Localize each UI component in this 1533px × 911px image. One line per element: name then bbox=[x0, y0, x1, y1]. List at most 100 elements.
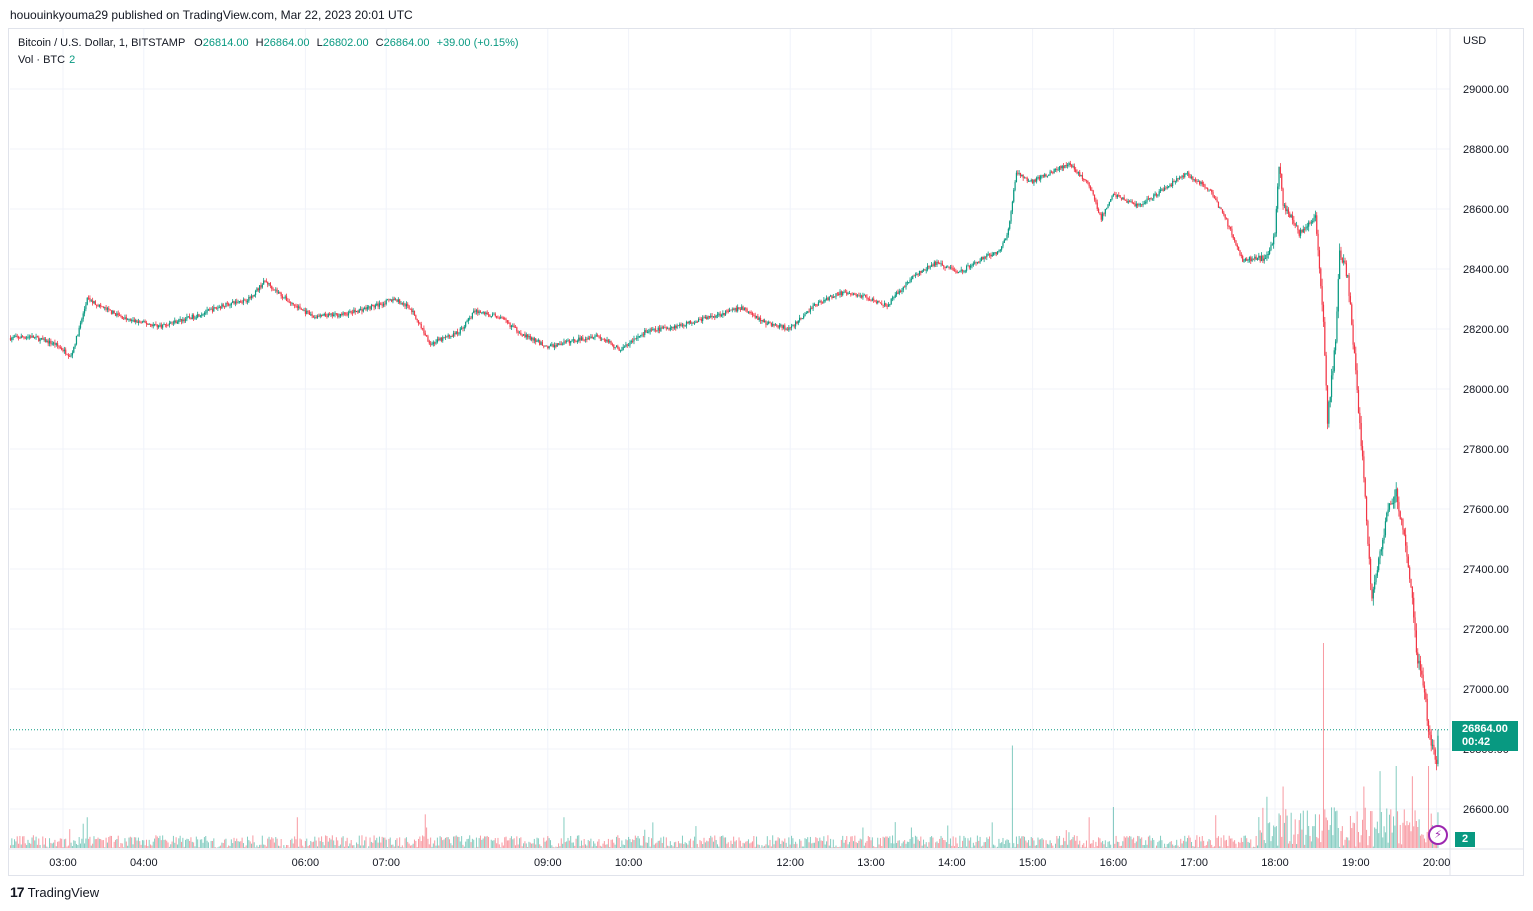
volume-bar bbox=[125, 841, 127, 848]
volume-bar bbox=[233, 837, 235, 848]
candle-body bbox=[1425, 692, 1427, 700]
candle-body bbox=[312, 316, 315, 318]
candle-body bbox=[174, 320, 176, 323]
volume-bar bbox=[620, 846, 622, 848]
volume-bar bbox=[1205, 845, 1207, 848]
volume-bar bbox=[427, 838, 429, 848]
volume-bar bbox=[86, 817, 88, 848]
volume-bar bbox=[567, 837, 569, 848]
volume-bar bbox=[479, 835, 481, 848]
volume-bar bbox=[321, 836, 323, 848]
candle-body bbox=[935, 261, 937, 266]
volume-bar bbox=[1406, 820, 1408, 848]
candle-body bbox=[698, 318, 700, 322]
candle-body bbox=[656, 330, 658, 332]
candle-body bbox=[898, 290, 900, 294]
volume-bar bbox=[878, 844, 880, 848]
volume-bar bbox=[1036, 845, 1038, 848]
candle-body bbox=[287, 300, 289, 302]
candle-body bbox=[1291, 215, 1294, 221]
x-tick-label: 04:00 bbox=[130, 857, 158, 869]
volume-bar bbox=[407, 841, 409, 848]
candle-body bbox=[1250, 257, 1252, 262]
volume-bar bbox=[1362, 819, 1364, 848]
candle-body bbox=[1099, 212, 1101, 215]
candle-body bbox=[1106, 208, 1108, 210]
volume-bar bbox=[1001, 842, 1003, 848]
volume-bar bbox=[877, 837, 879, 848]
volume-bar bbox=[1103, 844, 1105, 848]
candle-body bbox=[70, 355, 72, 357]
volume-bar bbox=[1199, 836, 1201, 848]
volume-bar bbox=[65, 838, 67, 848]
candle-body bbox=[413, 310, 416, 316]
volume-bar bbox=[549, 840, 551, 848]
candle-body bbox=[860, 295, 863, 298]
candle-body bbox=[190, 317, 192, 320]
volume-bar bbox=[796, 843, 798, 848]
volume-bar bbox=[1200, 841, 1202, 848]
candle-body bbox=[1180, 177, 1182, 179]
candle-body bbox=[58, 345, 60, 348]
volume-bar bbox=[63, 839, 65, 848]
candle-body bbox=[75, 335, 78, 345]
volume-bar bbox=[873, 846, 875, 848]
candle-body bbox=[778, 325, 781, 328]
volume-bar bbox=[396, 838, 398, 848]
volume-bar bbox=[430, 837, 432, 848]
candle-body bbox=[199, 315, 201, 317]
candle-body bbox=[295, 305, 297, 307]
volume-bar bbox=[331, 835, 333, 848]
volume-bar bbox=[350, 840, 352, 848]
volume-bar bbox=[438, 845, 440, 848]
volume-bar bbox=[482, 838, 484, 848]
volume-bar bbox=[883, 837, 885, 848]
candle-body bbox=[579, 337, 581, 341]
volume-bar bbox=[1421, 834, 1423, 848]
volume-bar bbox=[510, 836, 512, 848]
candle-body bbox=[260, 285, 262, 288]
volume-bar bbox=[1071, 839, 1073, 848]
lightning-icon[interactable]: ⚡ bbox=[1428, 825, 1448, 845]
candle-body bbox=[1229, 226, 1232, 229]
volume-bar bbox=[1248, 842, 1250, 848]
candle-body bbox=[838, 293, 840, 295]
volume-bar bbox=[1025, 840, 1027, 848]
volume-bar bbox=[578, 835, 580, 848]
volume-bar bbox=[1120, 845, 1122, 848]
candle-body bbox=[1302, 229, 1304, 233]
brand-name[interactable]: TradingView bbox=[27, 884, 100, 900]
candle-body bbox=[1413, 597, 1415, 618]
volume-bar bbox=[338, 845, 340, 848]
candle-body bbox=[996, 251, 999, 255]
volume-bar bbox=[576, 835, 578, 848]
volume-bar bbox=[769, 839, 771, 848]
candle-body bbox=[28, 336, 30, 338]
candle-body bbox=[337, 313, 339, 317]
candle-body bbox=[807, 311, 809, 314]
candle-body bbox=[123, 318, 125, 320]
candle-body bbox=[963, 271, 965, 273]
volume-bar bbox=[44, 838, 46, 848]
candle-body bbox=[665, 327, 667, 329]
volume-bar bbox=[703, 837, 705, 848]
volume-label[interactable]: Vol · BTC bbox=[18, 54, 66, 66]
candle-body bbox=[1357, 390, 1360, 413]
volume-bar bbox=[346, 837, 348, 848]
candle-body bbox=[314, 317, 316, 319]
candle-body bbox=[855, 294, 857, 296]
candle-body bbox=[294, 304, 296, 306]
candle-body bbox=[866, 296, 868, 299]
symbol-name[interactable]: Bitcoin / U.S. Dollar, 1, BITSTAMP bbox=[18, 37, 186, 49]
candle-body bbox=[1169, 184, 1171, 187]
volume-bar bbox=[579, 846, 581, 848]
volume-bar bbox=[684, 842, 686, 848]
volume-bar bbox=[70, 842, 72, 848]
volume-bar bbox=[164, 839, 166, 848]
volume-bar bbox=[1211, 844, 1213, 848]
candle-body bbox=[800, 317, 802, 319]
candle-body bbox=[1429, 731, 1431, 735]
candle-body bbox=[794, 321, 797, 327]
tradingview-logo-icon[interactable]: 17 bbox=[10, 884, 25, 900]
